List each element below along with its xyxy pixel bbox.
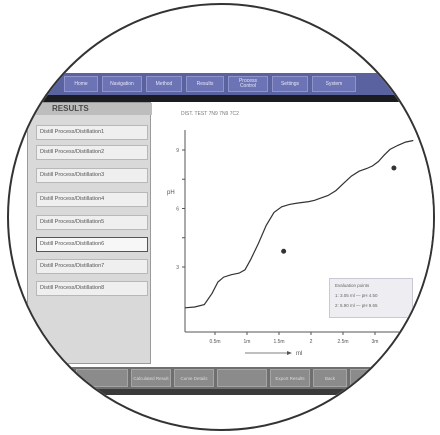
list-panel-title: RESULTS — [28, 103, 152, 115]
list-item[interactable]: Distill Process/Distillation2 — [36, 145, 148, 160]
titration-chart: DIST. TEST 7N9 7N9 7C2 9 6 3 0.5m 1m 1.5m 2 2.… — [159, 102, 433, 364]
next-button[interactable]: Next — [350, 369, 384, 387]
list-item[interactable]: Distill Process/Distillation7 — [36, 259, 148, 274]
x-tick-label: 2.5m — [337, 339, 348, 345]
titration-curve — [184, 139, 414, 309]
back-button[interactable]: Back — [313, 369, 347, 387]
tab-system[interactable]: System — [312, 76, 356, 92]
list-item-selected[interactable]: Distill Process/Distillation6 — [36, 237, 148, 252]
blank-button[interactable] — [76, 369, 128, 387]
blank-button[interactable] — [217, 369, 267, 387]
tab-method[interactable]: Method — [146, 76, 182, 92]
y-tick-label: 6 — [176, 207, 179, 213]
curve-details-button[interactable]: Curve Details — [174, 369, 214, 387]
x-tick-label: 3.5 — [404, 339, 411, 345]
legend-line: 1: 3.05 ml — pH 4.50 — [335, 293, 378, 298]
bottom-button-bar: Result Print Calculated Result Curve Det… — [9, 367, 433, 389]
x-axis-arrowhead — [287, 351, 292, 355]
y-tick-label: 9 — [176, 148, 179, 154]
tab-results[interactable]: Results — [186, 76, 224, 92]
tab-settings[interactable]: Settings — [272, 76, 308, 92]
legend-line: 2: 5.90 ml — pH 9.65 — [335, 303, 378, 308]
header-divider — [9, 95, 433, 102]
list-item[interactable]: Distill Process/Distillation1 — [36, 125, 148, 140]
tab-home[interactable]: Home — [64, 76, 98, 92]
endpoint-marker — [391, 165, 397, 171]
result-print-button[interactable]: Result Print — [9, 369, 73, 387]
export-results-button[interactable]: Export Results — [270, 369, 310, 387]
calculated-result-button[interactable]: Calculated Result — [131, 369, 171, 387]
chart-title: DIST. TEST 7N9 7N9 7C2 — [181, 111, 239, 117]
x-tick-label: 1.5m — [273, 339, 284, 345]
y-axis-label: pH — [167, 190, 175, 196]
x-axis-label: ml — [296, 351, 302, 357]
tab-navigation[interactable]: Navigation — [102, 76, 142, 92]
bottom-strip — [9, 389, 433, 395]
list-item[interactable]: Distill Process/Distillation5 — [36, 215, 148, 230]
endpoint-marker — [281, 248, 287, 254]
chart-canvas: 9 6 3 0.5m 1m 1.5m 2 2.5m 3m 3.5 pH ml — [167, 130, 421, 357]
x-tick-label: 2 — [310, 339, 313, 345]
list-item[interactable]: Distill Process/Distillation3 — [36, 168, 148, 183]
x-tick-label: 1m — [244, 339, 251, 345]
tab-process-control[interactable]: Process Control — [228, 76, 268, 92]
x-tick-label: 0.5m — [209, 339, 220, 345]
y-tick-label: 3 — [176, 265, 179, 271]
top-navigation: Home Navigation Method Results Process C… — [9, 73, 433, 95]
evaluation-legend: Evaluation points 1: 3.05 ml — pH 4.50 2… — [329, 278, 413, 318]
list-item[interactable]: Distill Process/Distillation8 — [36, 281, 148, 296]
legend-title: Evaluation points — [335, 283, 370, 288]
list-item[interactable]: Distill Process/Distillation4 — [36, 192, 148, 207]
x-tick-label: 3m — [372, 339, 379, 345]
results-list-panel: RESULTS Distill Process/Distillation1 Di… — [27, 102, 152, 364]
screenshot-lens: Home Navigation Method Results Process C… — [7, 3, 435, 431]
